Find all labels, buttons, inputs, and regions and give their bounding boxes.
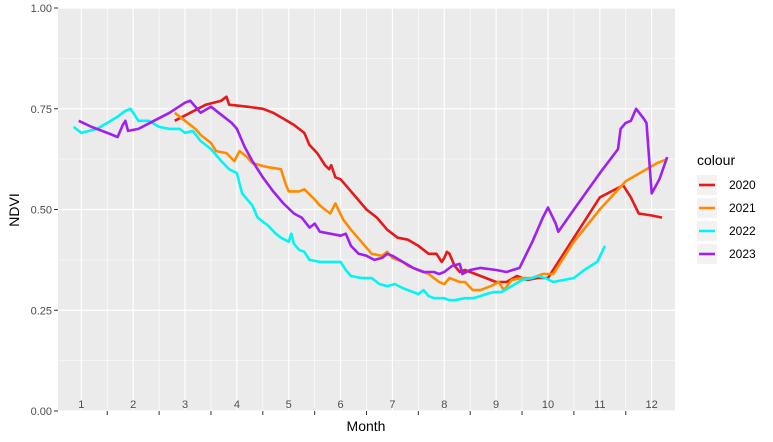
- y-tick-label: 0.50: [31, 205, 52, 217]
- legend-label-2020: 2020: [729, 178, 756, 192]
- x-tick-label: 4: [234, 399, 240, 411]
- series-line-2022: [72, 107, 607, 302]
- y-axis-title: NDVI: [6, 193, 22, 226]
- x-tick-label: 12: [646, 399, 658, 411]
- x-tick-label: 11: [594, 399, 605, 411]
- y-tick-label: 0.25: [31, 305, 52, 317]
- legend-label-2021: 2021: [729, 201, 756, 215]
- series-lines: [72, 95, 669, 302]
- legend-title: colour: [697, 152, 735, 168]
- x-axis-title: Month: [347, 418, 386, 434]
- x-tick-label: 8: [441, 399, 447, 411]
- y-axis-tick-labels: 0.00 0.25 0.50 0.75 1.00: [31, 3, 52, 418]
- legend-label-2022: 2022: [729, 224, 756, 238]
- x-tick-label: 3: [182, 399, 188, 411]
- x-tick-label: 5: [286, 399, 292, 411]
- y-tick-label: 1.00: [31, 3, 52, 15]
- y-axis-ticks: [54, 7, 58, 412]
- legend-label-2023: 2023: [729, 247, 756, 261]
- y-tick-label: 0.75: [31, 104, 52, 116]
- x-tick-label: 7: [389, 399, 395, 411]
- x-axis-tick-labels: 1 2 3 4 5 6 7 8 9 10 11 12: [78, 399, 658, 411]
- x-tick-label: 10: [542, 399, 554, 411]
- series-line-2023: [78, 99, 669, 276]
- x-tick-label: 1: [78, 399, 84, 411]
- grid-major: [58, 7, 675, 412]
- y-tick-label: 0.00: [31, 406, 52, 418]
- legend: colour 2020 2021 2022 2023: [697, 152, 756, 264]
- x-tick-label: 9: [493, 399, 499, 411]
- x-tick-label: 2: [130, 399, 136, 411]
- x-tick-label: 6: [338, 399, 344, 411]
- x-axis-ticks: [106, 411, 627, 415]
- series-line-2021: [173, 111, 668, 292]
